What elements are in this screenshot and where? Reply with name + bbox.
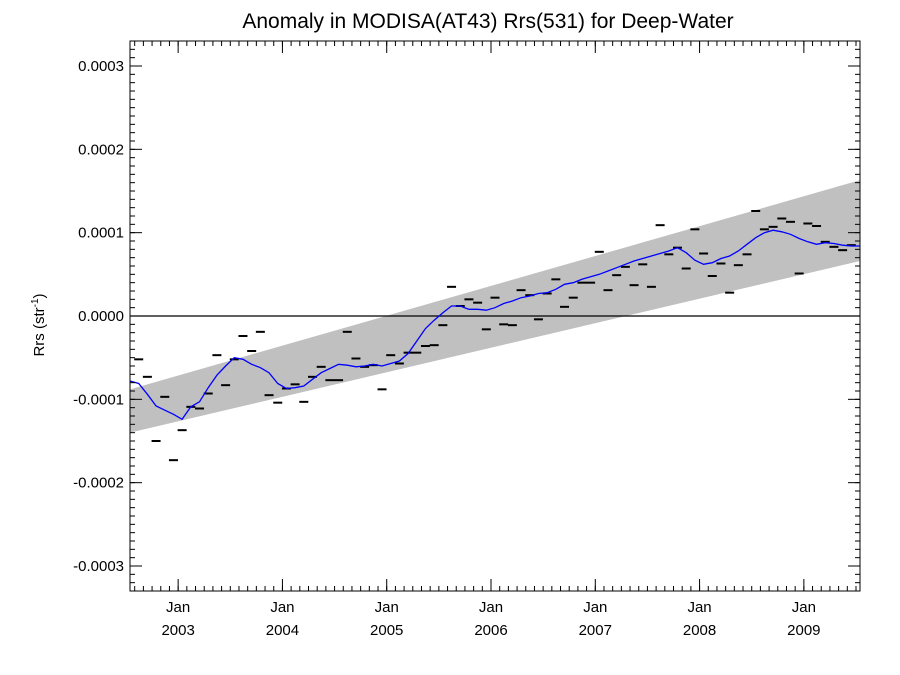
x-tick-year-label: 2007: [579, 622, 612, 639]
x-tick-month-label: Jan: [687, 599, 711, 616]
y-tick-label: -0.0003: [73, 558, 124, 575]
y-tick-label: 0.0003: [78, 58, 124, 75]
x-tick-year-label: 2003: [161, 622, 194, 639]
running-mean-line: [129, 229, 860, 421]
y-axis-label-text: Rrs (str: [31, 307, 48, 356]
x-tick-year-label: 2004: [266, 622, 299, 639]
x-tick-year-label: 2006: [474, 622, 507, 639]
x-tick-month-label: Jan: [166, 599, 190, 616]
x-tick-month-label: Jan: [792, 599, 816, 616]
y-axis-label: Rrs (str-1): [30, 293, 48, 356]
axes: -0.0003 -0.0002 -0.0001 0.0000 0.0001 0.0002 0…: [73, 40, 861, 639]
x-tick-year-label: 2009: [787, 622, 820, 639]
x-tick-year-label: 2005: [370, 622, 403, 639]
y-axis-label-close: ): [31, 293, 48, 298]
y-axis-label-superscript: -1: [30, 298, 41, 307]
x-tick-year-label: 2008: [683, 622, 716, 639]
x-tick-month-label: Jan: [270, 599, 294, 616]
y-tick-label: 0.0001: [78, 225, 124, 242]
y-tick-label: -0.0001: [73, 391, 124, 408]
x-tick-month-label: Jan: [375, 599, 399, 616]
x-tick-month-label: Jan: [583, 599, 607, 616]
y-tick-label: 0.0002: [78, 141, 124, 158]
y-tick-label: -0.0002: [73, 475, 124, 492]
y-tick-label: 0.0000: [78, 308, 124, 325]
trend-band: [130, 180, 860, 433]
plot-area: [129, 180, 860, 462]
chart-title: Anomaly in MODISA(AT43) Rrs(531) for Dee…: [242, 10, 733, 33]
x-tick-month-label: Jan: [479, 599, 503, 616]
